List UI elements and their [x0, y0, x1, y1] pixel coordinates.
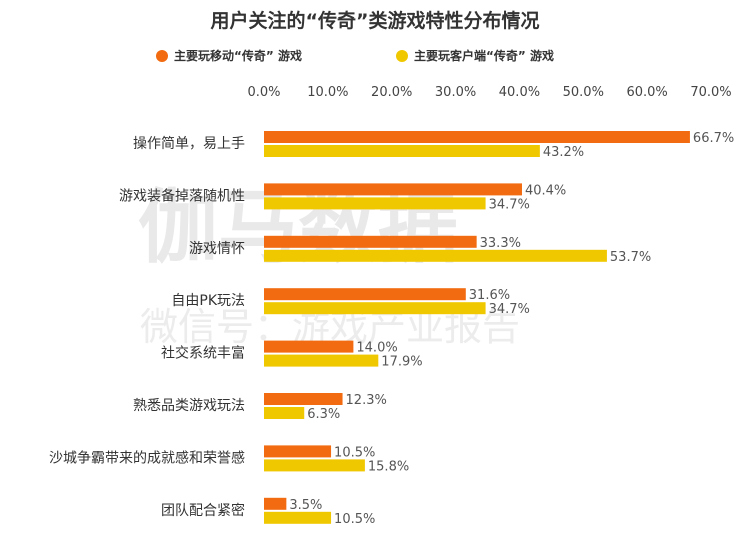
- value-labels: 66.7%43.2%40.4%34.7%33.3%53.7%31.6%34.7%…: [289, 131, 734, 527]
- value-label-client: 43.2%: [543, 145, 584, 160]
- category-labels: 操作简单，易上手游戏装备掉落随机性游戏情怀自由PK玩法社交系统丰富熟悉品类游戏玩…: [49, 135, 245, 519]
- bar-client: [264, 197, 486, 210]
- value-label-client: 15.8%: [368, 459, 409, 474]
- value-label-client: 10.5%: [334, 512, 375, 527]
- x-tick-label: 0.0%: [247, 85, 280, 100]
- value-label-client: 34.7%: [489, 197, 530, 212]
- bar-mobile: [264, 235, 477, 248]
- category-label: 游戏装备掉落随机性: [119, 187, 245, 204]
- category-label: 团队配合紧密: [161, 502, 245, 519]
- bar-client: [264, 407, 305, 419]
- legend-label-client: 主要玩客户端“传奇” 游戏: [414, 48, 554, 63]
- bar-client: [264, 145, 540, 157]
- value-label-mobile: 14.0%: [356, 341, 397, 356]
- category-label: 社交系统丰富: [161, 345, 245, 362]
- category-label: 自由PK玩法: [171, 293, 245, 309]
- bar-mobile: [264, 445, 332, 458]
- value-label-mobile: 12.3%: [346, 393, 387, 408]
- value-label-mobile: 66.7%: [693, 131, 734, 146]
- x-tick-label: 30.0%: [435, 85, 476, 100]
- category-label: 操作简单，易上手: [133, 135, 245, 152]
- legend-marker-mobile: [156, 50, 168, 62]
- value-label-client: 53.7%: [610, 250, 651, 265]
- bar-client: [264, 459, 365, 472]
- category-label: 熟悉品类游戏玩法: [133, 398, 245, 414]
- value-label-client: 34.7%: [489, 302, 530, 317]
- legend: 主要玩移动“传奇” 游戏 主要玩客户端“传奇” 游戏: [156, 48, 554, 63]
- x-tick-label: 40.0%: [499, 85, 540, 100]
- bar-client: [264, 354, 379, 367]
- value-label-mobile: 33.3%: [480, 236, 521, 251]
- bar-client: [264, 511, 332, 524]
- x-tick-label: 60.0%: [626, 85, 667, 100]
- legend-label-mobile: 主要玩移动“传奇” 游戏: [174, 48, 302, 63]
- bar-mobile: [264, 393, 343, 405]
- value-label-mobile: 31.6%: [469, 288, 510, 303]
- bar-client: [264, 249, 607, 262]
- value-label-client: 6.3%: [307, 407, 340, 422]
- category-label: 沙城争霸带来的成就感和荣誉感: [49, 449, 245, 466]
- category-label: 游戏情怀: [189, 241, 245, 257]
- bar-client: [264, 302, 486, 315]
- chart-title: 用户关注的“传奇”类游戏特性分布情况: [211, 9, 540, 32]
- x-tick-label: 70.0%: [690, 85, 731, 100]
- x-tick-label: 10.0%: [307, 85, 348, 100]
- bar-mobile: [264, 131, 690, 143]
- bar-mobile: [264, 340, 354, 353]
- value-label-mobile: 40.4%: [525, 183, 566, 198]
- x-tick-label: 50.0%: [563, 85, 604, 100]
- bar-mobile: [264, 183, 522, 196]
- x-tick-label: 20.0%: [371, 85, 412, 100]
- legend-marker-client: [396, 50, 408, 62]
- value-label-mobile: 3.5%: [289, 498, 322, 513]
- value-label-client: 17.9%: [381, 355, 422, 370]
- bars: [264, 131, 690, 524]
- value-label-mobile: 10.5%: [334, 445, 375, 460]
- bar-mobile: [264, 288, 466, 301]
- x-axis-ticks: 0.0% 10.0% 20.0% 30.0% 40.0% 50.0% 60.0% 70.0%: [247, 85, 731, 100]
- bar-mobile: [264, 497, 287, 510]
